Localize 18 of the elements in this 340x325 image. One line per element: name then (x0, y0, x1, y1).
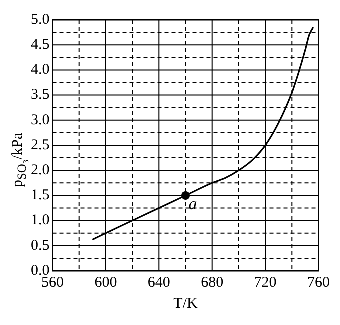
y-tick-label: 0.5 (31, 238, 50, 254)
x-axis-title: T/K (174, 296, 198, 312)
x-tick-label: 680 (201, 274, 224, 291)
y-tick-label: 2.0 (31, 162, 50, 179)
y-tick-label: 3.0 (31, 112, 50, 128)
x-tick-label: 720 (254, 274, 277, 291)
x-tick-label: 560 (42, 274, 64, 291)
y-tick-label: 4.5 (31, 37, 50, 54)
annotation: a (188, 194, 198, 214)
x-tick-label: 600 (94, 274, 118, 291)
y-tick-label: 1.5 (31, 188, 50, 204)
y-tick-label: 4.0 (31, 62, 50, 78)
y-tick-label: 1.0 (31, 212, 50, 229)
y-tick-label: 2.5 (31, 137, 50, 154)
y-tick-label: 3.5 (31, 87, 50, 104)
x-tick-label: 760 (308, 274, 330, 291)
y-tick-label: 5.0 (31, 12, 50, 28)
x-tick-label: 640 (148, 274, 170, 291)
